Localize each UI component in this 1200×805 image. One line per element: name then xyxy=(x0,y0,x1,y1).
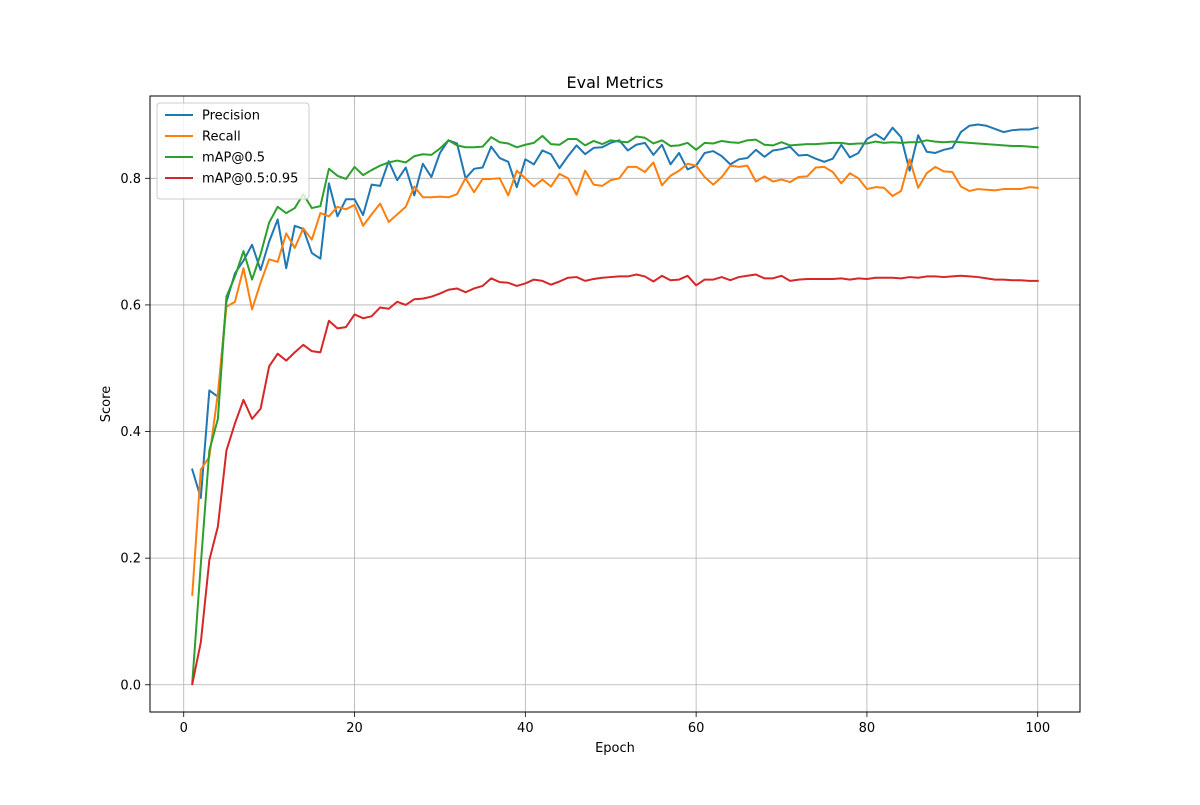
legend-label: mAP@0.5:0.95 xyxy=(202,172,298,187)
x-tick-label: 80 xyxy=(859,721,876,736)
legend: Precision Recall mAP@0.5 mAP@0.5:0.95 xyxy=(156,102,310,200)
y-tick-label: 0.2 xyxy=(120,552,141,567)
x-tick-label: 0 xyxy=(180,721,188,736)
series-lines xyxy=(191,123,1039,686)
x-axis-label: Epoch xyxy=(595,741,635,756)
chart-title: Eval Metrics xyxy=(567,73,664,92)
y-tick-label: 0.4 xyxy=(120,425,141,440)
x-tick-label: 60 xyxy=(688,721,705,736)
legend-label: Precision xyxy=(202,109,260,124)
series-line-2 xyxy=(191,134,1039,684)
y-axis-ticks: 0.0 0.2 0.4 0.6 0.8 xyxy=(120,172,150,693)
y-tick-label: 0.6 xyxy=(120,298,141,313)
series-line-3 xyxy=(191,273,1039,686)
y-tick-label: 0.0 xyxy=(120,678,141,693)
y-axis-label: Score xyxy=(99,386,114,422)
x-tick-label: 100 xyxy=(1025,721,1050,736)
series-line-1 xyxy=(191,158,1039,596)
x-tick-label: 20 xyxy=(346,721,363,736)
x-axis-ticks: 0 20 40 60 80 100 xyxy=(180,712,1050,736)
y-tick-label: 0.8 xyxy=(120,172,141,187)
legend-label: Recall xyxy=(202,130,241,145)
axes-frame xyxy=(149,95,1081,713)
x-tick-label: 40 xyxy=(517,721,534,736)
legend-box xyxy=(156,102,310,200)
legend-label: mAP@0.5 xyxy=(202,151,265,166)
